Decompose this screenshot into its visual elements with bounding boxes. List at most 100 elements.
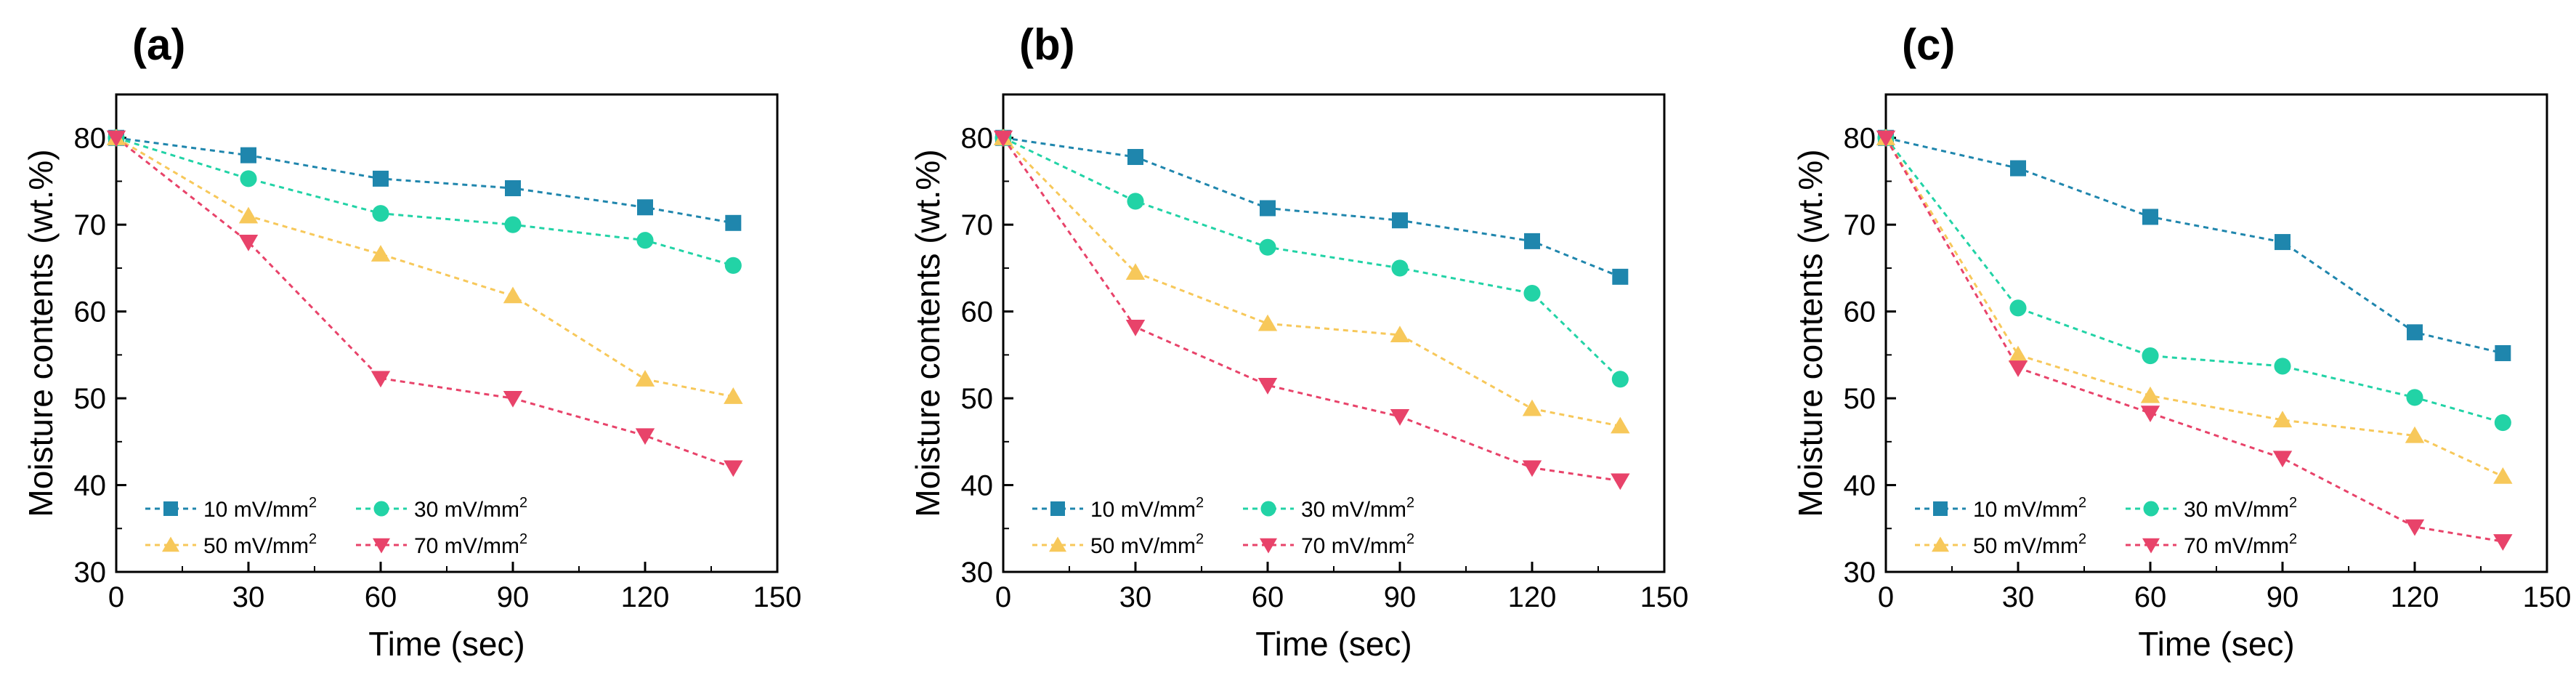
data-point-series-4 (2493, 534, 2513, 551)
data-point-series-4 (2140, 405, 2160, 423)
x-tick-label: 30 (2002, 581, 2035, 613)
data-point-series-2 (724, 257, 742, 274)
y-tick-label: 40 (961, 470, 994, 502)
data-point-series-1 (1127, 149, 1143, 166)
data-point-series-3 (370, 245, 391, 262)
data-point-series-2 (2406, 389, 2423, 406)
legend-label: 70 mV/mm2 (414, 531, 527, 558)
data-point-series-4 (106, 130, 126, 148)
legend-superscript: 2 (1196, 495, 1204, 511)
data-point-series-3 (238, 206, 259, 224)
y-tick-label: 30 (1844, 557, 1876, 589)
legend-label: 30 mV/mm2 (414, 495, 527, 522)
x-tick-label: 150 (753, 581, 802, 613)
data-point-series-3 (2405, 426, 2425, 443)
y-tick-label: 50 (961, 383, 994, 415)
data-point-series-3 (2272, 411, 2293, 428)
y-tick-label: 50 (1844, 383, 1876, 415)
series-line-4 (116, 137, 734, 469)
data-point-series-4 (993, 130, 1013, 148)
data-point-series-1 (2142, 209, 2158, 225)
x-tick-label: 150 (1640, 581, 1689, 613)
data-point-series-1 (1524, 233, 1540, 249)
x-tick-label: 120 (621, 581, 670, 613)
legend-superscript: 2 (309, 495, 317, 511)
data-point-series-2 (2142, 347, 2159, 365)
data-point-series-2 (2274, 358, 2291, 375)
series-line-4 (1002, 137, 1621, 483)
y-axis-title: Moisture contents (wt.%) (1791, 149, 1829, 517)
data-point-series-3 (2493, 467, 2513, 484)
data-point-series-2 (240, 170, 257, 187)
legend-marker (162, 536, 179, 552)
legend-label: 10 mV/mm2 (1973, 495, 2086, 522)
data-point-series-3 (2008, 345, 2028, 363)
series-line-1 (1885, 137, 2503, 355)
data-point-series-3 (1522, 399, 1542, 416)
data-point-series-2 (2494, 413, 2511, 432)
data-point-series-2 (2009, 299, 2027, 317)
x-tick-label: 0 (995, 581, 1011, 613)
x-tick-label: 30 (1119, 581, 1152, 613)
y-tick-label: 70 (961, 209, 994, 241)
series-line-3 (1884, 137, 2503, 477)
y-tick-label: 60 (74, 296, 107, 328)
series-line-4 (1884, 137, 2503, 543)
y-tick-label: 60 (961, 296, 994, 328)
x-tick-label: 60 (2134, 581, 2167, 613)
data-point-series-2 (1523, 285, 1541, 302)
data-point-series-4 (238, 234, 259, 251)
legend-superscript: 2 (2289, 531, 2297, 547)
legend-marker (373, 501, 389, 517)
legend-superscript: 2 (1196, 531, 1204, 547)
x-tick-label: 150 (2523, 581, 2572, 613)
series-line-2 (1003, 137, 1621, 380)
data-point-series-1 (2495, 344, 2511, 361)
legend-label: 10 mV/mm2 (1090, 495, 1204, 522)
data-point-series-2 (1259, 238, 1276, 256)
data-point-series-1 (637, 199, 653, 216)
legend-superscript: 2 (2078, 495, 2086, 511)
x-axis-title: Time (sec) (1255, 625, 1412, 663)
data-point-series-2 (636, 232, 654, 249)
legend-marker (1260, 538, 1277, 554)
legend-label: 70 mV/mm2 (2184, 531, 2297, 558)
legend-marker (2142, 538, 2160, 554)
x-tick-label: 60 (1252, 581, 1284, 613)
y-tick-label: 80 (1844, 123, 1876, 155)
panel-label: (a) (132, 20, 185, 69)
series-line-3 (116, 137, 734, 398)
legend-label: 10 mV/mm2 (203, 495, 317, 522)
data-point-series-4 (1876, 130, 1896, 148)
data-point-series-4 (1125, 320, 1146, 336)
data-point-series-1 (1260, 200, 1276, 217)
data-point-series-4 (1257, 378, 1278, 395)
series-line-3 (1002, 137, 1621, 427)
x-tick-label: 120 (1508, 581, 1557, 613)
y-tick-label: 60 (1844, 296, 1876, 328)
legend-superscript: 2 (2289, 495, 2297, 511)
y-tick-label: 70 (74, 209, 107, 241)
legend-label: 70 mV/mm2 (1301, 531, 1414, 558)
legend-superscript: 2 (519, 531, 527, 547)
x-axis-title: Time (sec) (2138, 625, 2295, 663)
data-point-series-4 (2272, 451, 2293, 468)
series-line-1 (1003, 137, 1621, 278)
data-point-series-4 (1390, 409, 1410, 426)
legend-label: 50 mV/mm2 (203, 531, 317, 558)
data-point-series-2 (1391, 259, 1409, 277)
y-tick-label: 80 (74, 123, 107, 155)
x-tick-label: 90 (497, 581, 530, 613)
data-point-series-3 (503, 286, 523, 304)
legend-superscript: 2 (1406, 531, 1414, 547)
y-tick-label: 50 (74, 383, 107, 415)
x-tick-label: 90 (1384, 581, 1417, 613)
x-tick-label: 60 (365, 581, 397, 613)
legend-marker (1932, 536, 1949, 552)
legend-marker (1050, 501, 1065, 516)
panel-label: (b) (1019, 20, 1075, 69)
legend-label: 30 mV/mm2 (2184, 495, 2297, 522)
data-point-series-1 (2407, 324, 2423, 341)
y-axis-title: Moisture contents (wt.%) (22, 149, 60, 517)
